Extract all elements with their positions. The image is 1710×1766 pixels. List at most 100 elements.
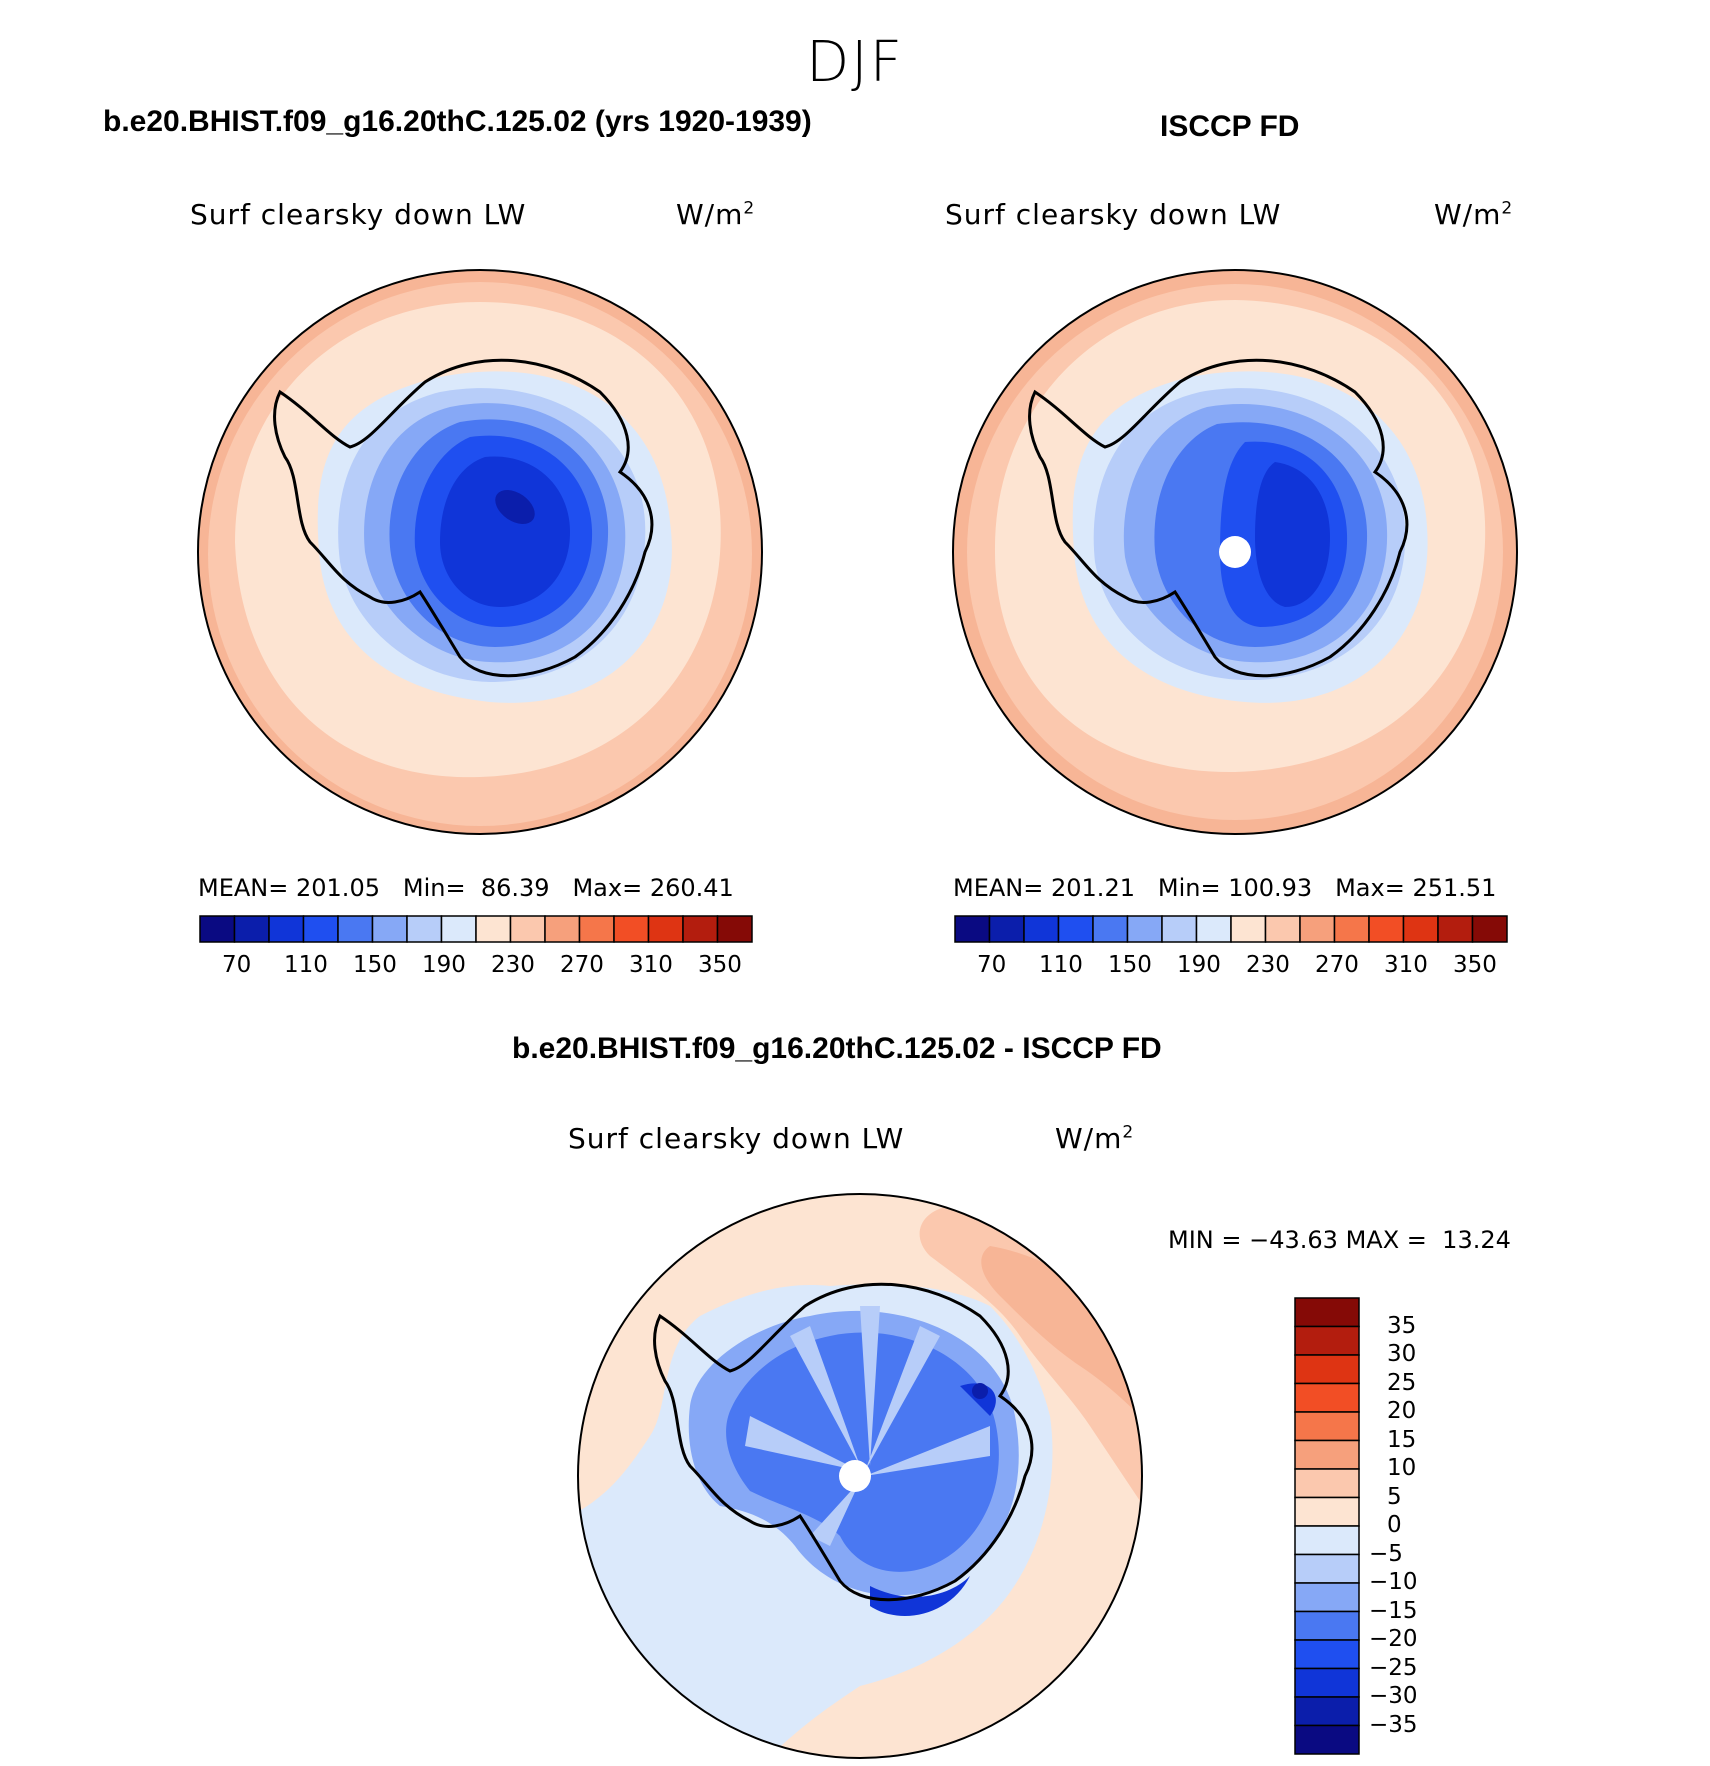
- panel-2-title: ISCCP FD: [1160, 110, 1300, 143]
- cb1-label-350: 350: [698, 952, 742, 978]
- panel-3-units: W/m2: [1055, 1122, 1135, 1155]
- panel-1-colorbar: 70 110 150 190 230 270 310 350: [198, 914, 754, 978]
- map-boundary-circle: [952, 269, 1518, 835]
- colorbar-swatch: [509, 915, 546, 943]
- colorbar-swatch: [1126, 915, 1163, 943]
- cb1-label-310: 310: [629, 952, 673, 978]
- colorbar-diff-label: 0: [1387, 1512, 1402, 1538]
- colorbar-swatch: [302, 915, 339, 943]
- ice-strong-negative-region: [726, 1332, 999, 1572]
- colorbar-swatch: [1402, 915, 1439, 943]
- colorbar-swatch: [1294, 1696, 1360, 1727]
- cb1-label-70: 70: [222, 952, 252, 978]
- colorbar-swatch: [233, 915, 270, 943]
- panel-3-colorbar: 35 30 25 20 15 10 5 0 −5 −10 −15 −20 −25 −30 −35: [1293, 1296, 1418, 1760]
- colorbar-swatch: [1092, 915, 1129, 943]
- colorbar-swatch: [578, 915, 615, 943]
- colorbar-swatch: [1294, 1667, 1360, 1698]
- panel-3-colorbar-swatches: [1294, 1297, 1360, 1755]
- colorbar-swatch: [1333, 915, 1370, 943]
- pole-hole: [839, 1460, 871, 1492]
- positive-strong-region: [981, 1246, 1142, 1426]
- map-boundary-circle: [197, 269, 763, 835]
- colorbar-swatch: [1161, 915, 1198, 943]
- colorbar-swatch: [613, 915, 650, 943]
- colorbar-swatch: [988, 915, 1025, 943]
- colorbar-diff-label: 35: [1387, 1312, 1417, 1339]
- colorbar-swatch: [1294, 1382, 1360, 1413]
- colorbar-swatch: [1294, 1439, 1360, 1470]
- colorbar-swatch: [1264, 915, 1301, 943]
- colorbar-swatch: [1437, 915, 1474, 943]
- panel-3-variable: Surf clearsky down LW: [568, 1122, 905, 1155]
- colorbar-swatch: [199, 915, 236, 943]
- colorbar-swatch: [954, 915, 991, 943]
- colorbar-diff-label: −25: [1369, 1654, 1418, 1681]
- panel-1-title: b.e20.BHIST.f09_g16.20thC.125.02 (yrs 19…: [103, 105, 812, 138]
- panel-2-variable: Surf clearsky down LW: [945, 198, 1282, 231]
- cb2-label-110: 110: [1039, 952, 1083, 978]
- panel-1-units: W/m2: [676, 198, 756, 231]
- colorbar-diff-label: −35: [1369, 1711, 1418, 1738]
- colorbar-swatch: [1368, 915, 1405, 943]
- ice-extreme-spot: [972, 1383, 988, 1399]
- colorbar-diff-label: 10: [1387, 1455, 1417, 1481]
- cb1-label-230: 230: [491, 952, 535, 978]
- colorbar-swatch: [1294, 1354, 1360, 1385]
- colorbar-diff-label: 15: [1387, 1426, 1417, 1453]
- cb2-label-350: 350: [1453, 952, 1497, 978]
- colorbar-swatch: [1023, 915, 1060, 943]
- panel-2-units: W/m2: [1434, 198, 1514, 231]
- plateau-high-region: [440, 456, 570, 607]
- colorbar-swatch: [647, 915, 684, 943]
- ice-streak-regions: [745, 1306, 990, 1546]
- plateau-high-region: [1255, 462, 1330, 607]
- cb2-label-230: 230: [1246, 952, 1290, 978]
- colorbar-swatch: [268, 915, 305, 943]
- colorbar-swatch: [475, 915, 512, 943]
- panel-2-map: [952, 269, 1518, 835]
- cb2-label-190: 190: [1177, 952, 1221, 978]
- colorbar-diff-label: 5: [1387, 1483, 1402, 1510]
- cb2-label-70: 70: [977, 952, 1007, 978]
- ice-strongest-negative-region: [870, 1383, 996, 1616]
- cb2-label-270: 270: [1315, 952, 1359, 978]
- colorbar-swatch: [440, 915, 477, 943]
- panel-1-stats: MEAN= 201.05 Min= 86.39 Max= 260.41: [198, 874, 734, 902]
- colorbar-diff-label: 25: [1387, 1369, 1417, 1396]
- colorbar-swatch: [1294, 1325, 1360, 1356]
- panel-2-stats: MEAN= 201.21 Min= 100.93 Max= 251.51: [953, 874, 1497, 902]
- colorbar-swatch: [1294, 1468, 1360, 1499]
- colorbar-swatch: [1294, 1553, 1360, 1584]
- colorbar-swatch: [1294, 1297, 1360, 1328]
- colorbar-swatch: [1294, 1724, 1360, 1755]
- colorbar-swatch: [406, 915, 443, 943]
- cb2-label-310: 310: [1384, 952, 1428, 978]
- panel-2-colorbar: 70 110 150 190 230 270 310 350: [953, 914, 1509, 978]
- antarctica-coastline: [653, 1282, 1034, 1602]
- antarctica-coastline: [1028, 358, 1409, 678]
- cb1-label-110: 110: [284, 952, 328, 978]
- colorbar-swatch: [716, 915, 753, 943]
- colorbar-swatch: [1294, 1639, 1360, 1670]
- cb2-label-150: 150: [1108, 952, 1152, 978]
- colorbar-diff-label: −5: [1369, 1540, 1403, 1567]
- map-boundary-circle: [577, 1193, 1143, 1759]
- colorbar-diff-label: 20: [1387, 1398, 1417, 1424]
- colorbar-swatch: [1294, 1582, 1360, 1613]
- colorbar-swatch: [337, 915, 374, 943]
- antarctica-coastline: [273, 358, 654, 678]
- cb1-label-190: 190: [422, 952, 466, 978]
- colorbar-swatch: [1294, 1496, 1360, 1527]
- panel-3-stats: MIN = −43.63 MAX = 13.24: [1168, 1226, 1511, 1254]
- colorbar-swatch: [371, 915, 408, 943]
- colorbar-swatch: [1471, 915, 1508, 943]
- colorbar-swatch: [1195, 915, 1232, 943]
- cb1-label-270: 270: [560, 952, 604, 978]
- colorbar-swatch: [1294, 1525, 1360, 1556]
- cb1-label-150: 150: [353, 952, 397, 978]
- panel-1-variable: Surf clearsky down LW: [190, 198, 527, 231]
- colorbar-diff-label: −10: [1369, 1569, 1418, 1595]
- panel-3-title: b.e20.BHIST.f09_g16.20thC.125.02 - ISCCP…: [512, 1032, 1162, 1065]
- colorbar-swatch: [544, 915, 581, 943]
